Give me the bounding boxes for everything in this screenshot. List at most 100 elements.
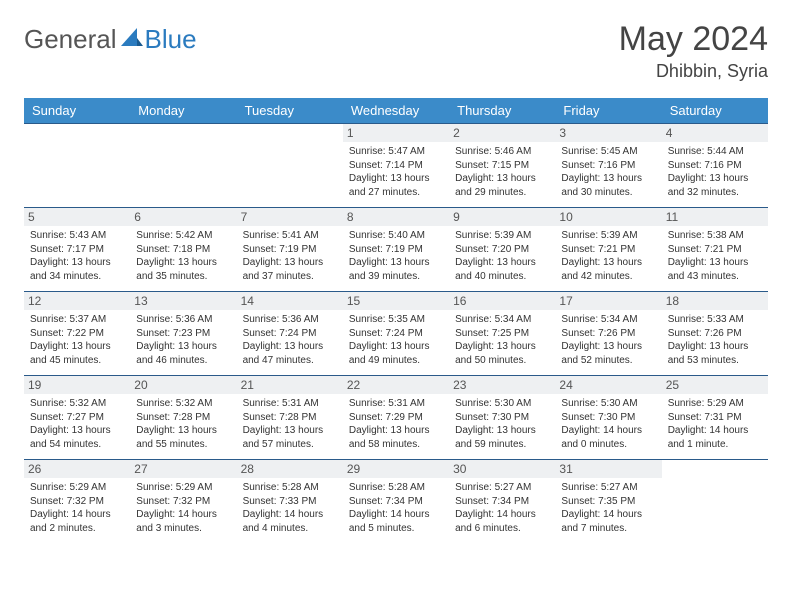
sunset-text: Sunset: 7:34 PM [349,495,443,509]
day-number: 4 [662,124,768,142]
calendar-cell: 13Sunrise: 5:36 AMSunset: 7:23 PMDayligh… [130,292,236,376]
day-info: Sunrise: 5:36 AMSunset: 7:24 PMDaylight:… [243,313,337,367]
day-number: 19 [24,376,130,394]
daylight-text: Daylight: 13 hours and 49 minutes. [349,340,443,367]
day-info: Sunrise: 5:32 AMSunset: 7:27 PMDaylight:… [30,397,124,451]
daylight-text: Daylight: 13 hours and 45 minutes. [30,340,124,367]
day-info: Sunrise: 5:31 AMSunset: 7:28 PMDaylight:… [243,397,337,451]
day-info: Sunrise: 5:44 AMSunset: 7:16 PMDaylight:… [668,145,762,199]
sunrise-text: Sunrise: 5:40 AM [349,229,443,243]
sunset-text: Sunset: 7:18 PM [136,243,230,257]
calendar-cell: 22Sunrise: 5:31 AMSunset: 7:29 PMDayligh… [343,376,449,460]
day-info: Sunrise: 5:27 AMSunset: 7:34 PMDaylight:… [455,481,549,535]
calendar-cell: 12Sunrise: 5:37 AMSunset: 7:22 PMDayligh… [24,292,130,376]
day-info: Sunrise: 5:29 AMSunset: 7:31 PMDaylight:… [668,397,762,451]
day-number: 8 [343,208,449,226]
day-number: 21 [237,376,343,394]
sunrise-text: Sunrise: 5:30 AM [561,397,655,411]
logo-part2: Blue [145,24,197,55]
day-number: 14 [237,292,343,310]
sunset-text: Sunset: 7:32 PM [30,495,124,509]
calendar-cell [662,460,768,544]
sunrise-text: Sunrise: 5:27 AM [455,481,549,495]
day-number: 12 [24,292,130,310]
calendar-table: SundayMondayTuesdayWednesdayThursdayFrid… [24,98,768,543]
daylight-text: Daylight: 13 hours and 43 minutes. [668,256,762,283]
sunrise-text: Sunrise: 5:30 AM [455,397,549,411]
sunrise-text: Sunrise: 5:28 AM [243,481,337,495]
sunrise-text: Sunrise: 5:31 AM [349,397,443,411]
day-info: Sunrise: 5:39 AMSunset: 7:21 PMDaylight:… [561,229,655,283]
calendar-cell: 27Sunrise: 5:29 AMSunset: 7:32 PMDayligh… [130,460,236,544]
sunset-text: Sunset: 7:26 PM [561,327,655,341]
day-number: 5 [24,208,130,226]
weekday-header: Wednesday [343,98,449,124]
sunset-text: Sunset: 7:30 PM [455,411,549,425]
sunset-text: Sunset: 7:19 PM [349,243,443,257]
daylight-text: Daylight: 14 hours and 4 minutes. [243,508,337,535]
daylight-text: Daylight: 13 hours and 47 minutes. [243,340,337,367]
sunset-text: Sunset: 7:26 PM [668,327,762,341]
day-number: 15 [343,292,449,310]
calendar-cell: 17 Sunrise: 5:34 AMSunset: 7:26 PMDayligh… [555,292,661,376]
day-number: 11 [662,208,768,226]
calendar-cell: 6Sunrise: 5:42 AMSunset: 7:18 PMDaylight… [130,208,236,292]
calendar-cell: 2Sunrise: 5:46 AMSunset: 7:15 PMDaylight… [449,124,555,208]
day-info: Sunrise: 5:35 AMSunset: 7:24 PMDaylight:… [349,313,443,367]
sunrise-text: Sunrise: 5:28 AM [349,481,443,495]
weekday-header: Friday [555,98,661,124]
day-info: Sunrise: 5:47 AMSunset: 7:14 PMDaylight:… [349,145,443,199]
day-number: 22 [343,376,449,394]
sunset-text: Sunset: 7:32 PM [136,495,230,509]
day-number: 29 [343,460,449,478]
daylight-text: Daylight: 14 hours and 3 minutes. [136,508,230,535]
daylight-text: Daylight: 13 hours and 59 minutes. [455,424,549,451]
title-box: May 2024 Dhibbin, Syria [619,20,768,82]
day-info: Sunrise: 5:38 AMSunset: 7:21 PMDaylight:… [668,229,762,283]
sail-icon [121,28,143,53]
day-number: 2 [449,124,555,142]
header: General Blue May 2024 Dhibbin, Syria [24,20,768,82]
day-info: Sunrise: 5:30 AMSunset: 7:30 PMDaylight:… [561,397,655,451]
day-info: Sunrise: 5:33 AMSunset: 7:26 PMDaylight:… [668,313,762,367]
calendar-cell [130,124,236,208]
sunrise-text: Sunrise: 5:47 AM [349,145,443,159]
sunset-text: Sunset: 7:17 PM [30,243,124,257]
calendar-cell: 10Sunrise: 5:39 AMSunset: 7:21 PMDayligh… [555,208,661,292]
calendar-cell: 16Sunrise: 5:34 AMSunset: 7:25 PMDayligh… [449,292,555,376]
daylight-text: Daylight: 13 hours and 54 minutes. [30,424,124,451]
daylight-text: Daylight: 13 hours and 34 minutes. [30,256,124,283]
calendar-cell: 15 Sunrise: 5:35 AMSunset: 7:24 PMDayligh… [343,292,449,376]
sunrise-text: Sunrise: 5:34 AM [455,313,549,327]
sunrise-text: Sunrise: 5:29 AM [30,481,124,495]
daylight-text: Daylight: 13 hours and 46 minutes. [136,340,230,367]
calendar-cell: 28Sunrise: 5:28 AMSunset: 7:33 PMDayligh… [237,460,343,544]
day-info: Sunrise: 5:34 AMSunset: 7:26 PMDaylight:… [561,313,655,367]
day-number: 17 [555,292,661,310]
daylight-text: Daylight: 14 hours and 1 minute. [668,424,762,451]
day-info: Sunrise: 5:36 AMSunset: 7:23 PMDaylight:… [136,313,230,367]
weekday-header: Thursday [449,98,555,124]
calendar-cell: 14 Sunrise: 5:36 AMSunset: 7:24 PMDayligh… [237,292,343,376]
day-info: Sunrise: 5:34 AMSunset: 7:25 PMDaylight:… [455,313,549,367]
daylight-text: Daylight: 13 hours and 29 minutes. [455,172,549,199]
daylight-text: Daylight: 14 hours and 7 minutes. [561,508,655,535]
sunrise-text: Sunrise: 5:35 AM [349,313,443,327]
day-info: Sunrise: 5:43 AMSunset: 7:17 PMDaylight:… [30,229,124,283]
sunrise-text: Sunrise: 5:38 AM [668,229,762,243]
weekday-header: Tuesday [237,98,343,124]
daylight-text: Daylight: 13 hours and 52 minutes. [561,340,655,367]
daylight-text: Daylight: 13 hours and 40 minutes. [455,256,549,283]
day-info: Sunrise: 5:39 AMSunset: 7:20 PMDaylight:… [455,229,549,283]
sunset-text: Sunset: 7:14 PM [349,159,443,173]
day-info: Sunrise: 5:32 AMSunset: 7:28 PMDaylight:… [136,397,230,451]
sunrise-text: Sunrise: 5:39 AM [455,229,549,243]
day-number: 3 [555,124,661,142]
sunset-text: Sunset: 7:34 PM [455,495,549,509]
day-info: Sunrise: 5:27 AMSunset: 7:35 PMDaylight:… [561,481,655,535]
sunrise-text: Sunrise: 5:36 AM [136,313,230,327]
sunset-text: Sunset: 7:22 PM [30,327,124,341]
sunrise-text: Sunrise: 5:31 AM [243,397,337,411]
day-info: Sunrise: 5:29 AMSunset: 7:32 PMDaylight:… [136,481,230,535]
daylight-text: Daylight: 13 hours and 42 minutes. [561,256,655,283]
